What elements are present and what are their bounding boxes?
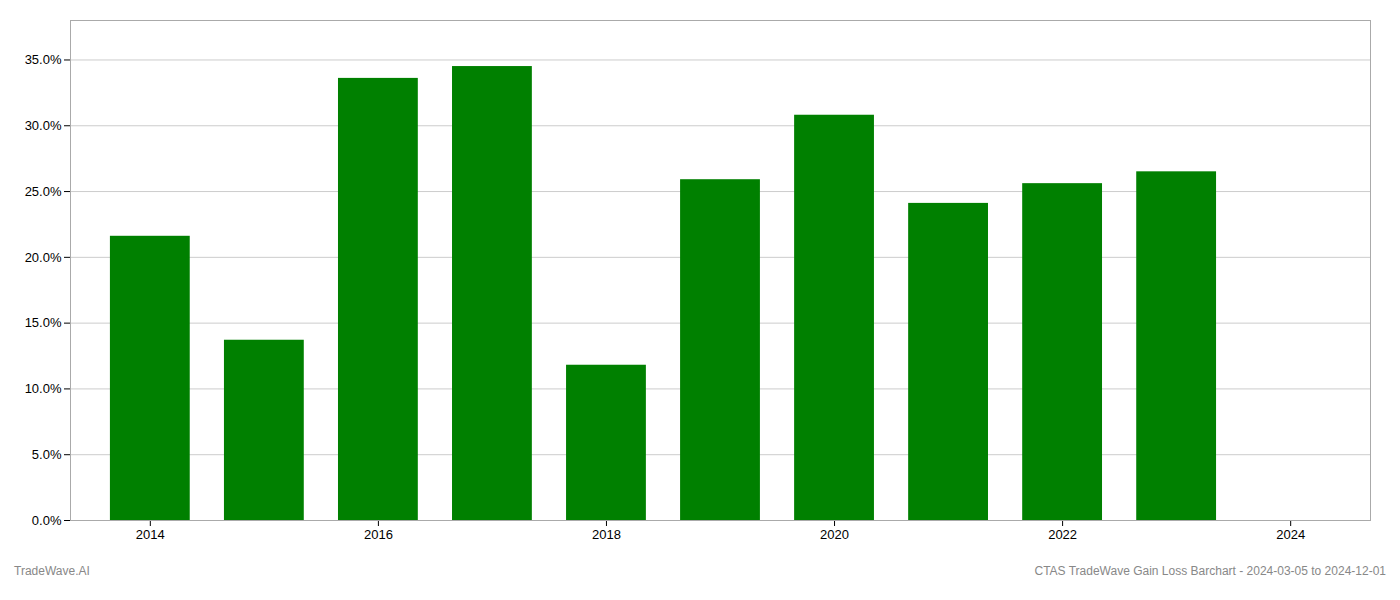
svg-text:2022: 2022 [1048, 527, 1077, 542]
svg-text:2018: 2018 [592, 527, 621, 542]
svg-text:5.0%: 5.0% [32, 447, 62, 462]
svg-text:15.0%: 15.0% [25, 315, 62, 330]
svg-text:35.0%: 35.0% [25, 52, 62, 67]
svg-text:25.0%: 25.0% [25, 184, 62, 199]
svg-text:2020: 2020 [820, 527, 849, 542]
html-text:TradeWave.AI: TradeWave.AI [14, 564, 90, 578]
svg-text:2014: 2014 [136, 527, 165, 542]
svg-text:0.0%: 0.0% [32, 513, 62, 528]
html-text:CTAS TradeWave Gain Loss Barch: CTAS TradeWave Gain Loss Barchart - 2024… [1034, 564, 1386, 578]
svg-text:10.0%: 10.0% [25, 381, 62, 396]
svg-text:2016: 2016 [364, 527, 393, 542]
svg-text:20.0%: 20.0% [25, 250, 62, 265]
svg-text:2024: 2024 [1276, 527, 1305, 542]
svg-text:30.0%: 30.0% [25, 118, 62, 133]
